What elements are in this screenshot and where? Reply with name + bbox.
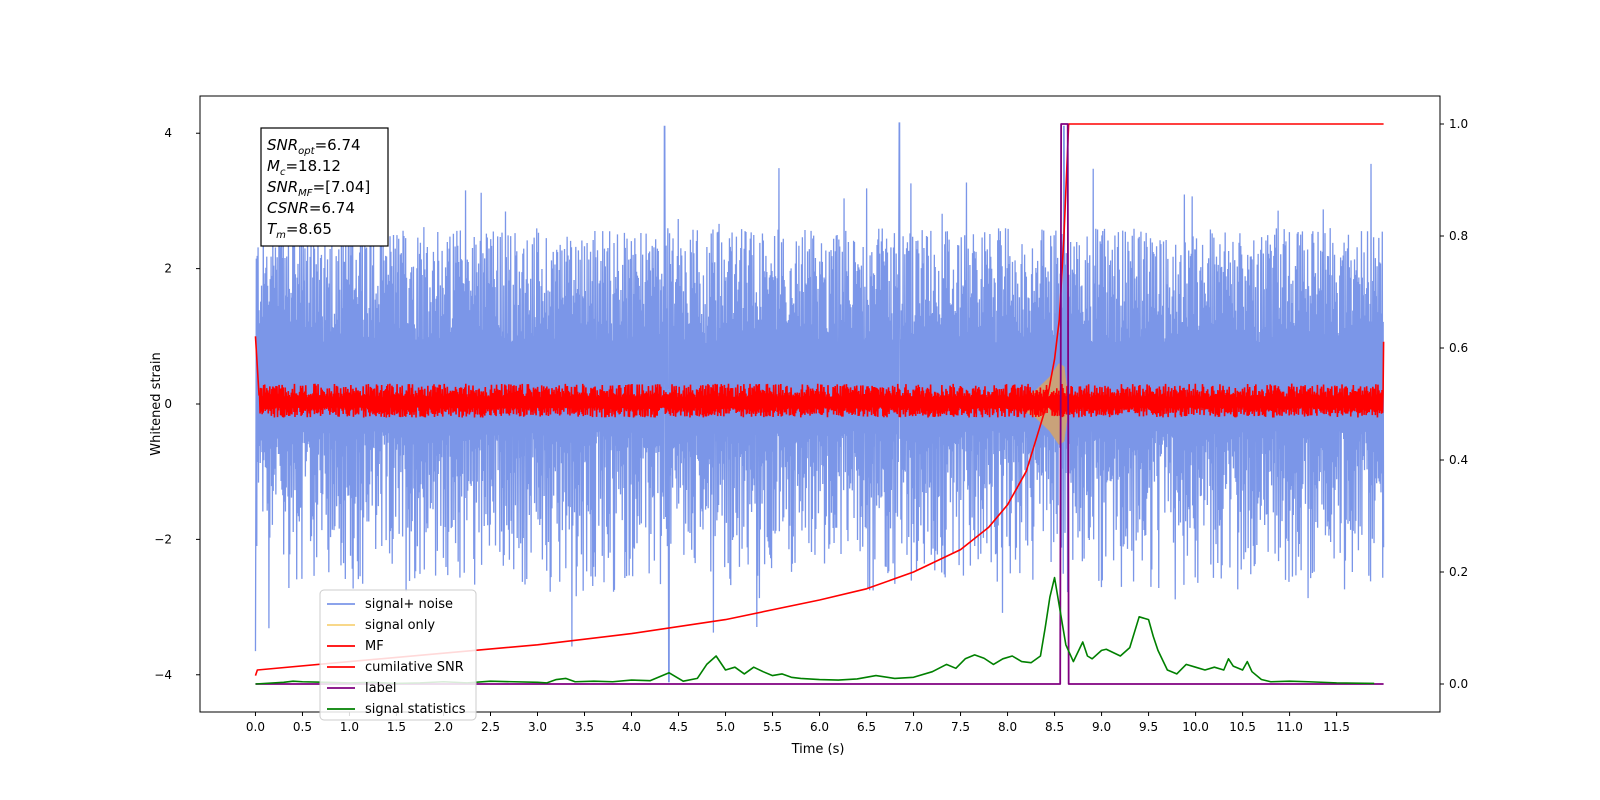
left-y-tick-label: 4	[164, 126, 172, 140]
x-tick-label: 11.0	[1276, 720, 1303, 734]
x-tick-label: 8.0	[998, 720, 1017, 734]
legend-label: label	[365, 681, 396, 696]
legend-label: signal+ noise	[365, 597, 453, 612]
annotation-line: Tm=8.65	[267, 220, 332, 241]
right-axis-ticks: 0.0 0.2 0.4 0.6 0.8 1.0	[1440, 117, 1468, 691]
x-tick-label: 11.5	[1323, 720, 1350, 734]
x-tick-label: 2.0	[434, 720, 453, 734]
x-tick-label: 5.5	[763, 720, 782, 734]
x-tick-label: 6.0	[810, 720, 829, 734]
legend-label: signal only	[365, 618, 435, 633]
x-axis-label: Time (s)	[791, 742, 845, 757]
legend-label: MF	[365, 639, 384, 654]
x-tick-label: 2.5	[481, 720, 500, 734]
legend-label: signal statistics	[365, 702, 466, 717]
right-y-tick-label: 0.0	[1449, 677, 1468, 691]
left-y-tick-label: 0	[164, 397, 172, 411]
x-tick-label: 0.0	[246, 720, 265, 734]
right-y-tick-label: 0.8	[1449, 229, 1468, 243]
series-label	[255, 123, 1384, 685]
x-tick-label: 7.5	[951, 720, 970, 734]
x-tick-label: 1.5	[387, 720, 406, 734]
right-y-tick-label: 0.4	[1449, 453, 1468, 467]
series-mf	[254, 336, 1385, 418]
x-tick-label: 7.0	[904, 720, 923, 734]
x-tick-label: 3.5	[575, 720, 594, 734]
annotation-box: SNRopt=6.74Mc=18.12SNRMF=[7.04]CSNR=6.74…	[260, 127, 389, 247]
series-signal-noise	[254, 122, 1385, 683]
annotation-line: SNRopt=6.74	[267, 136, 361, 157]
x-tick-label: 10.0	[1182, 720, 1209, 734]
legend-label: cumilative SNR	[365, 660, 464, 675]
x-tick-label: 8.5	[1045, 720, 1064, 734]
left-y-tick-label: 2	[164, 262, 172, 276]
x-tick-label: 3.0	[528, 720, 547, 734]
x-tick-label: 9.5	[1139, 720, 1158, 734]
annotation-line: CSNR=6.74	[267, 199, 355, 217]
y-axis-label: Whitened strain	[149, 352, 164, 455]
annotation-line: SNRMF=[7.04]	[267, 178, 370, 199]
x-tick-label: 1.0	[340, 720, 359, 734]
annotation-line: Mc=18.12	[267, 157, 341, 178]
right-y-tick-label: 1.0	[1449, 117, 1468, 131]
series-signal-statistics	[255, 576, 1375, 685]
x-tick-label: 10.5	[1229, 720, 1256, 734]
right-y-tick-label: 0.6	[1449, 341, 1468, 355]
right-y-tick-label: 0.2	[1449, 565, 1468, 579]
x-tick-label: 4.5	[669, 720, 688, 734]
left-y-tick-label: −4	[154, 668, 172, 682]
x-tick-label: 0.5	[293, 720, 312, 734]
x-tick-label: 9.0	[1092, 720, 1111, 734]
left-axis-ticks: −4 −2 0 2 4	[154, 126, 200, 682]
x-tick-label: 6.5	[857, 720, 876, 734]
x-tick-label: 4.0	[622, 720, 641, 734]
x-axis-ticks: 0.0 0.5 1.0 1.5 2.0 2.5 3.0 3.5 4.0 4.5 5.0 5.5 6.0 6…	[246, 712, 1350, 734]
legend: signal+ noise signal only MF cumilative SNR…	[319, 589, 477, 721]
left-y-tick-label: −2	[154, 532, 172, 546]
x-tick-label: 5.0	[716, 720, 735, 734]
